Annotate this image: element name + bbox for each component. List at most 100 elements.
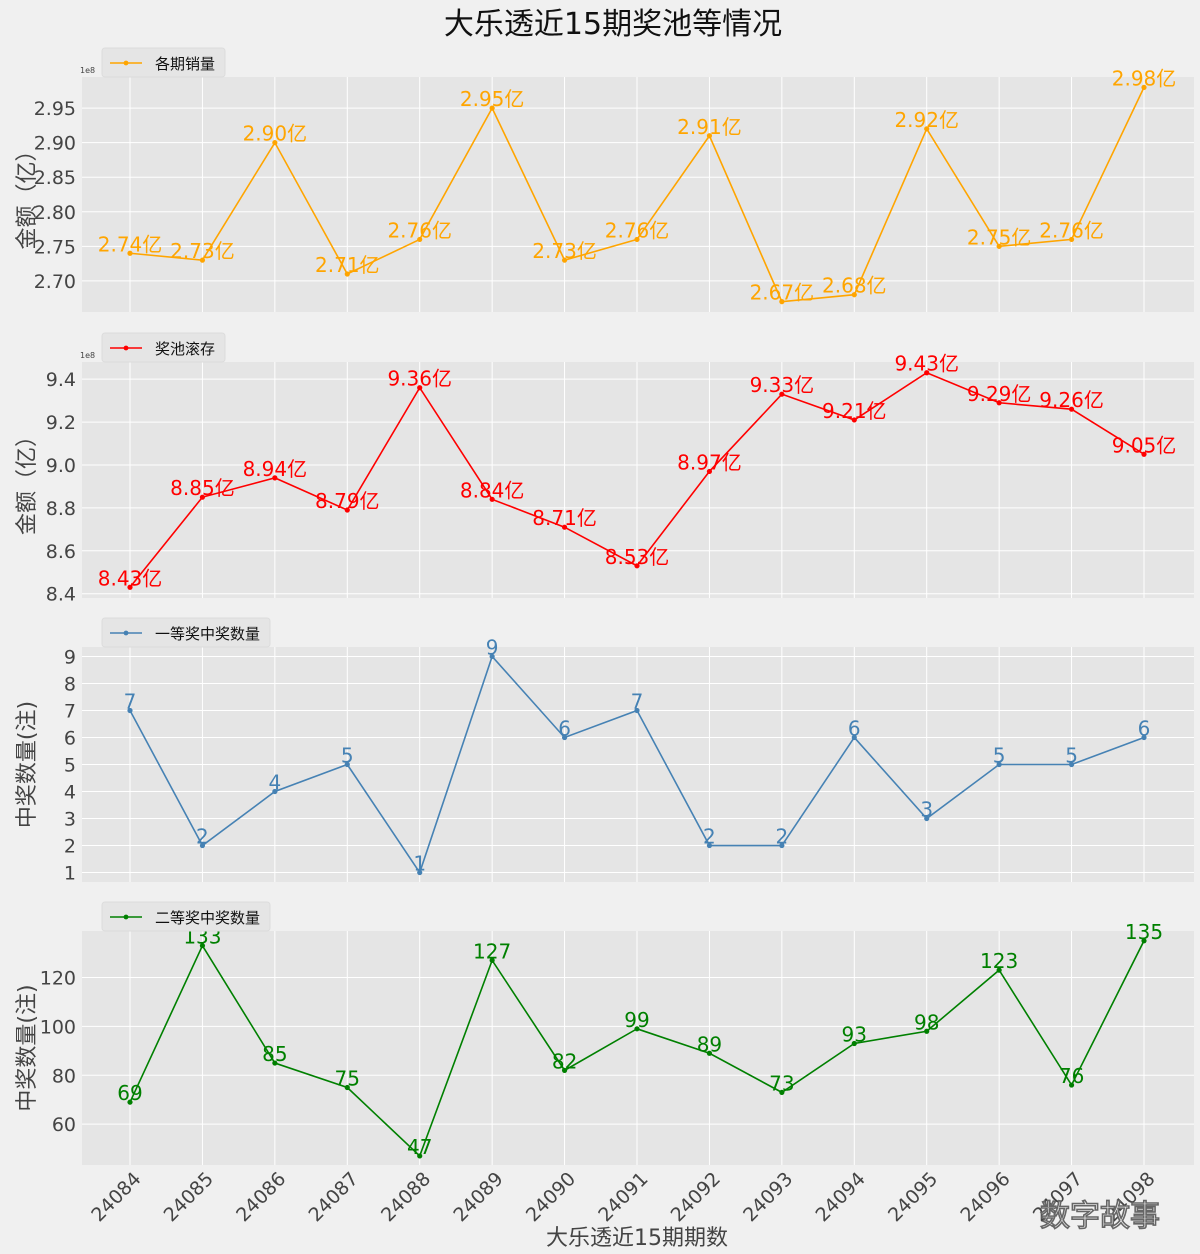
- legend: 一等奖中奖数量: [101, 617, 271, 648]
- data-point: [489, 105, 495, 111]
- data-label: 98: [914, 1010, 939, 1034]
- data-label: 93: [842, 1022, 867, 1046]
- data-point: [634, 1026, 640, 1032]
- y-tick-label: 80: [52, 1065, 76, 1087]
- legend-marker: [123, 60, 129, 66]
- data-point: [489, 496, 495, 502]
- data-point: [1068, 406, 1075, 412]
- data-label: 135: [1125, 920, 1163, 944]
- legend-label: 各期销量: [155, 55, 215, 73]
- y-tick-label: 9: [64, 646, 76, 668]
- data-point: [199, 494, 206, 500]
- x-axis-label: 大乐透近15期期数: [546, 1226, 728, 1251]
- y-tick-label: 4: [64, 782, 76, 804]
- y-axis-label: 金额（亿）: [15, 425, 40, 535]
- data-point: [924, 815, 930, 822]
- data-label: 8.97亿: [677, 450, 742, 474]
- data-point: [634, 236, 640, 243]
- data-point: [851, 417, 857, 423]
- plot-area: [82, 77, 1194, 312]
- data-label: 8.71亿: [532, 506, 597, 530]
- y-tick-label: 1: [64, 863, 76, 885]
- legend-box: [101, 332, 226, 363]
- data-label: 47: [407, 1135, 432, 1159]
- data-point: [996, 967, 1002, 973]
- data-label: 123: [980, 949, 1018, 973]
- data-point: [199, 842, 206, 849]
- data-point: [1068, 236, 1075, 243]
- data-label: 99: [624, 1008, 649, 1032]
- data-point: [272, 1060, 278, 1066]
- data-point: [1141, 938, 1147, 944]
- data-label: 5: [1065, 744, 1078, 768]
- data-point: [417, 1153, 423, 1159]
- x-tick-label: 24096: [956, 1168, 1014, 1226]
- data-point: [417, 869, 423, 876]
- chart-title: 大乐透近15期奖池等情况: [444, 7, 782, 42]
- data-point: [199, 943, 206, 949]
- plot-area: [82, 931, 1194, 1165]
- data-label: 2: [775, 825, 788, 849]
- x-tick-label: 24094: [812, 1168, 870, 1226]
- x-tick-label: 24091: [594, 1168, 652, 1226]
- data-point: [561, 1067, 568, 1073]
- data-label: 6: [558, 716, 571, 740]
- data-label: 5: [341, 744, 354, 768]
- data-label: 8.43亿: [98, 566, 163, 590]
- legend-marker: [123, 630, 129, 636]
- x-tick-label: 24093: [739, 1168, 797, 1226]
- data-label: 2: [196, 825, 209, 849]
- data-label: 6: [848, 716, 861, 740]
- legend: 各期销量: [101, 47, 226, 78]
- data-label: 2.76亿: [1039, 218, 1104, 242]
- data-point: [924, 1028, 930, 1034]
- x-tick-label: 24086: [232, 1168, 290, 1226]
- data-point: [272, 475, 278, 481]
- data-label: 9.26亿: [1039, 388, 1104, 412]
- data-point: [851, 734, 857, 741]
- data-label: 82: [552, 1049, 577, 1073]
- legend-marker: [123, 345, 129, 351]
- data-label: 2.67亿: [750, 281, 815, 305]
- data-label: 9.21亿: [822, 399, 887, 423]
- data-label: 2.73亿: [532, 239, 597, 263]
- data-point: [127, 584, 133, 590]
- data-label: 8.85亿: [170, 476, 235, 500]
- data-point: [779, 1089, 785, 1095]
- y-scale-label: 1e8: [80, 351, 95, 360]
- y-scale-label: 1e8: [80, 66, 95, 75]
- data-point: [706, 468, 713, 475]
- legend-label: 二等奖中奖数量: [155, 909, 260, 927]
- legend-label: 一等奖中奖数量: [155, 625, 260, 643]
- y-tick-label: 8.8: [46, 498, 76, 520]
- x-tick-label: 24095: [884, 1168, 942, 1226]
- data-point: [344, 507, 350, 513]
- y-tick-label: 9.4: [46, 369, 76, 391]
- y-tick-label: 100: [40, 1016, 76, 1038]
- legend-box: [101, 901, 271, 932]
- data-label: 76: [1059, 1064, 1084, 1088]
- chart-panels: 2.70 2.75 2.80 2.85 2.90 2.95 1e8 金额（亿） 2.74亿 2.7…: [15, 47, 1194, 1165]
- data-point: [1068, 761, 1075, 768]
- data-point: [344, 761, 350, 768]
- data-label: 2.76亿: [605, 218, 670, 242]
- y-tick-label: 2.95: [34, 98, 76, 120]
- data-point: [1141, 451, 1147, 457]
- data-label: 2.98亿: [1112, 66, 1177, 90]
- data-label: 2.74亿: [98, 232, 163, 256]
- data-point: [1141, 84, 1147, 90]
- data-point: [996, 243, 1002, 249]
- data-point: [851, 292, 857, 298]
- data-point: [199, 257, 206, 263]
- data-label: 2.71亿: [315, 253, 380, 277]
- panel-2: 8.4 8.6 8.8 9.0 9.2 9.4 1e8 金额（亿） 8.43亿 8.85亿 8.94…: [15, 332, 1194, 606]
- data-point: [706, 133, 713, 139]
- y-tick-label: 7: [64, 700, 76, 722]
- y-tick-label: 8.4: [46, 584, 76, 606]
- x-tick-label: 24092: [667, 1168, 725, 1226]
- x-tick-label: 24088: [377, 1168, 435, 1226]
- data-point: [706, 1050, 713, 1056]
- legend-label: 奖池滚存: [155, 340, 215, 358]
- y-axis-label: 金额（亿）: [15, 139, 40, 249]
